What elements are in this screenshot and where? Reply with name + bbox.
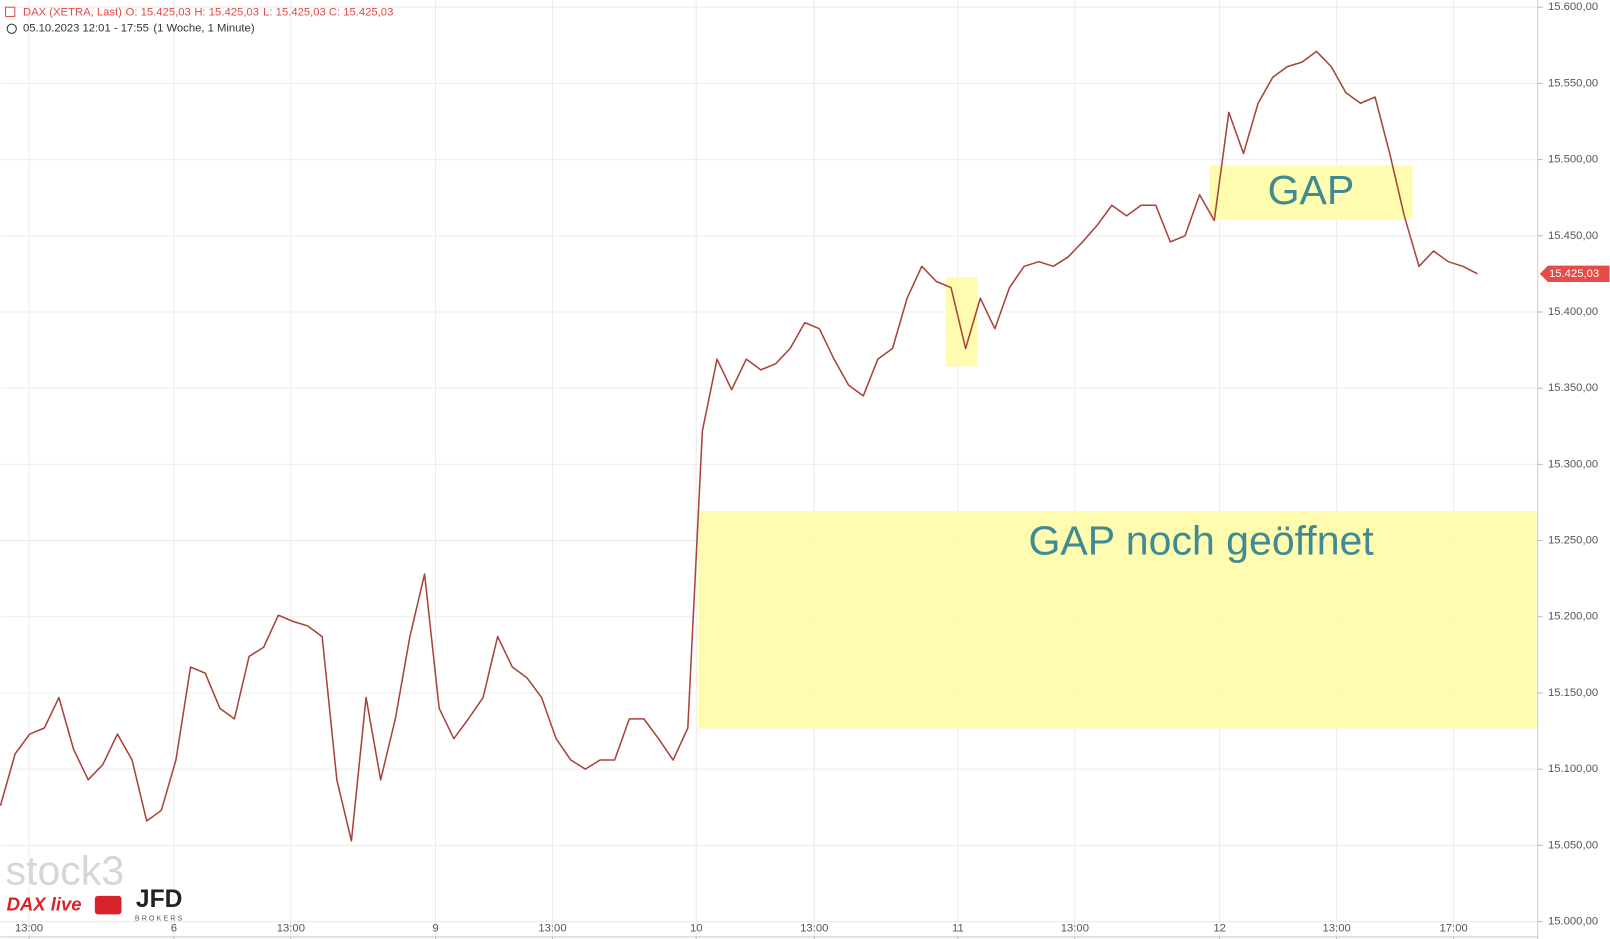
y-tick-label: 15.150,00 — [1548, 687, 1598, 699]
logo: DAX live — [7, 893, 82, 914]
period: (1 Woche, 1 Minute) — [153, 23, 254, 35]
y-tick-label: 15.050,00 — [1548, 839, 1598, 851]
x-tick-label: 13:00 — [1061, 923, 1089, 935]
icon — [5, 6, 16, 17]
y-tick-label: 15.350,00 — [1548, 382, 1598, 394]
annotation: GAP noch geöffnet — [1028, 518, 1374, 564]
plot — [0, 50, 1478, 842]
last-price-label: 15.425,03 — [1549, 268, 1599, 280]
logo: stock3 — [6, 848, 125, 894]
x-tick-label: 9 — [432, 923, 438, 935]
header: DAX (XETRA, Last) O: 15.425,03 H: 15.425… — [5, 6, 394, 35]
x-tick-label: 13:00 — [1323, 923, 1351, 935]
x-tick-label: 17:00 — [1440, 923, 1468, 935]
x-tick-label: 13:00 — [15, 923, 43, 935]
last-price-tag — [1539, 265, 1610, 283]
ohlc: O: 15.425,03 — [126, 6, 191, 18]
y-tick-label: 15.500,00 — [1548, 154, 1598, 166]
y-tick-label: 15.300,00 — [1548, 458, 1598, 470]
y-tick-label: 15.400,00 — [1548, 306, 1598, 318]
x-tick-label: 13:00 — [538, 923, 566, 935]
y-tick-label: 15.600,00 — [1548, 1, 1598, 13]
header-title: DAX (XETRA, Last) — [23, 6, 122, 18]
x-tick-label: 11 — [952, 923, 964, 935]
y-tick-label: 15.200,00 — [1548, 611, 1598, 623]
ohlc: H: 15.425,03 — [194, 6, 259, 18]
y-tick-label: 15.550,00 — [1548, 77, 1598, 89]
x-tick-label: 12 — [1213, 923, 1226, 935]
gap-zone — [698, 511, 1537, 729]
annotation: GAP — [1268, 167, 1355, 213]
grid — [0, 0, 1538, 937]
logo-icon — [94, 895, 122, 915]
logos: stock3 DAX live JFD BROKERS — [6, 848, 184, 923]
icon — [6, 23, 17, 34]
x-tick-label: 6 — [171, 923, 177, 935]
gap-zone — [945, 277, 978, 367]
x-tick-label: 10 — [690, 923, 703, 935]
y-tick-label: 15.100,00 — [1548, 763, 1598, 775]
y-tick-label: 15.250,00 — [1548, 535, 1598, 547]
y-tick-label: 15.000,00 — [1548, 916, 1598, 928]
x-tick-label: 13:00 — [800, 923, 828, 935]
gap-zone — [1209, 165, 1413, 220]
ohlc: L: 15.425,03 — [263, 6, 326, 18]
price-line — [0, 50, 1478, 842]
logo: JFD — [136, 886, 182, 913]
ohlc: C: 15.425,03 — [329, 6, 394, 18]
subtitle: 05.10.2023 12:01 - 17:55 — [23, 23, 149, 35]
x-tick-label: 13:00 — [277, 923, 305, 935]
logo: BROKERS — [135, 915, 184, 923]
y-tick-label: 15.450,00 — [1548, 230, 1598, 242]
